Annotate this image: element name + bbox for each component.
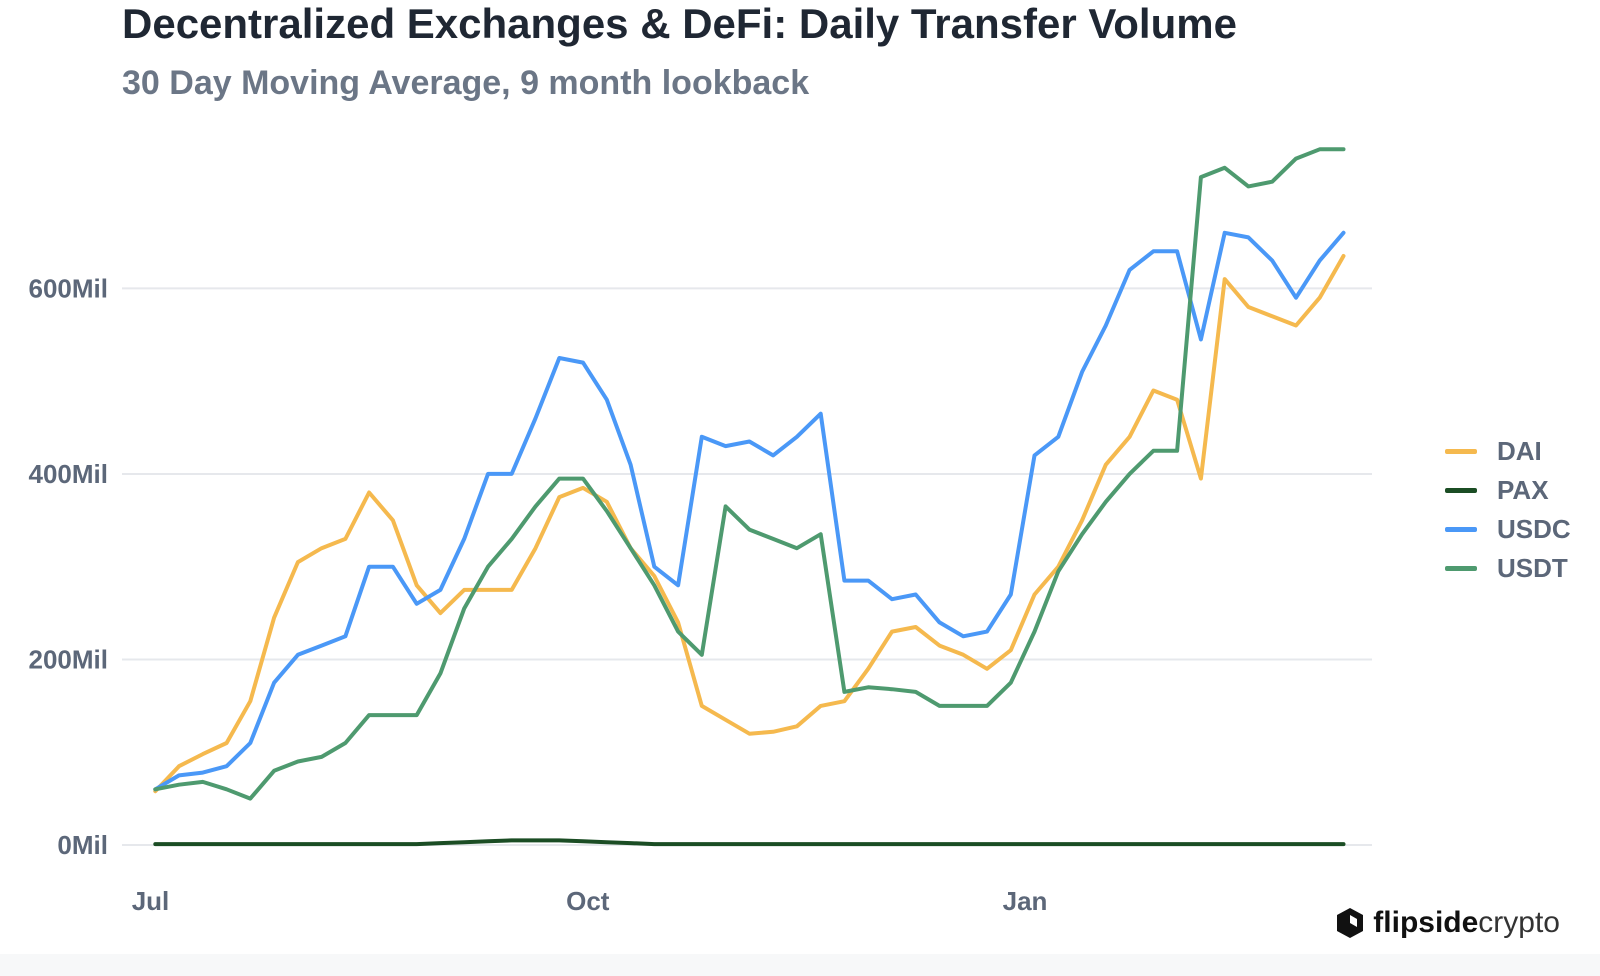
y-tick-label: 400Mil xyxy=(29,459,109,489)
legend-label: USDC xyxy=(1497,514,1571,544)
x-axis-tick-labels: Jul Oct Jan xyxy=(132,886,1048,916)
y-tick-label: 600Mil xyxy=(29,273,109,303)
series-line-pax xyxy=(153,838,1346,847)
chart-subtitle: 30 Day Moving Average, 9 month lookback xyxy=(122,64,810,102)
series-lines xyxy=(153,147,1346,847)
brand-name-bold: flipside xyxy=(1373,906,1479,939)
footer-band xyxy=(0,954,1600,976)
series-line-usdc xyxy=(153,230,1346,792)
x-tick-label: Jul xyxy=(132,886,170,916)
series-line-usdt xyxy=(153,147,1346,801)
legend-swatch xyxy=(1445,488,1477,493)
legend-item-usdt[interactable]: USDT xyxy=(1445,549,1571,588)
legend-label: PAX xyxy=(1497,475,1549,505)
legend-swatch xyxy=(1445,449,1477,454)
series-line-dai xyxy=(153,254,1346,794)
legend-label: DAI xyxy=(1497,436,1542,466)
legend-swatch xyxy=(1445,527,1477,532)
flipside-brand: flipside crypto xyxy=(1335,906,1560,940)
legend-swatch xyxy=(1445,566,1477,571)
y-axis-tick-labels: 0Mil 200Mil 400Mil 600Mil xyxy=(29,273,109,860)
legend-item-usdc[interactable]: USDC xyxy=(1445,510,1571,549)
chart-title: Decentralized Exchanges & DeFi: Daily Tr… xyxy=(122,0,1237,47)
x-tick-label: Jan xyxy=(1003,886,1048,916)
y-tick-label: 0Mil xyxy=(57,830,108,860)
legend-item-pax[interactable]: PAX xyxy=(1445,471,1571,510)
flipside-logo-icon xyxy=(1337,908,1364,938)
legend: DAI PAX USDC USDT xyxy=(1445,432,1571,588)
brand-name-light: crypto xyxy=(1478,906,1560,939)
x-tick-label: Oct xyxy=(566,886,610,916)
y-tick-label: 200Mil xyxy=(29,644,109,674)
legend-item-dai[interactable]: DAI xyxy=(1445,432,1571,471)
legend-label: USDT xyxy=(1497,553,1568,583)
